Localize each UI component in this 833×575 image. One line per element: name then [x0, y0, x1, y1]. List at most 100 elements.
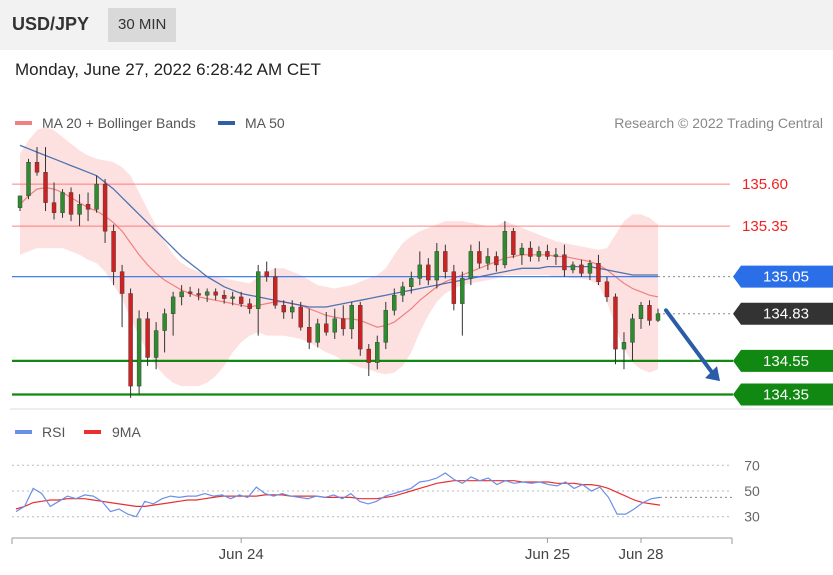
candle-body	[77, 204, 82, 215]
time-axis-label: Jun 25	[525, 546, 570, 563]
candle-body	[162, 313, 167, 331]
candle-body	[392, 295, 397, 311]
candle-body	[630, 318, 635, 343]
candle-body	[417, 264, 423, 279]
candle-body	[273, 276, 278, 306]
header-bar: USD/JPY 30 MIN	[0, 0, 833, 50]
candle-body	[196, 293, 201, 296]
candle-body	[519, 247, 525, 255]
rsi-tick-label: 70	[744, 457, 760, 473]
candle-body	[477, 251, 482, 264]
rsi-chart: 70 50 30	[12, 457, 760, 525]
candle-body	[579, 264, 584, 274]
candle-body	[238, 296, 244, 304]
rsi-tick-label: 50	[744, 483, 760, 499]
support-price-tag	[733, 349, 833, 372]
pivot-price-tag	[733, 265, 833, 288]
ma20-line	[19, 186, 659, 328]
candle-body	[621, 342, 627, 350]
candle-body	[341, 318, 346, 330]
candle-body	[383, 310, 388, 343]
candle-body	[349, 305, 354, 330]
copyright-text: Research © 2022 Trading Central	[614, 115, 823, 131]
candle-body	[536, 251, 542, 257]
candle-body	[528, 247, 533, 257]
timeframe-button[interactable]: 30 MIN	[108, 8, 177, 42]
candle-body	[247, 303, 252, 309]
candle-body	[213, 291, 218, 296]
bollinger-band-fill	[20, 126, 658, 387]
candle-body	[128, 293, 133, 387]
forecast-arrow-shaft	[664, 308, 716, 378]
time-axis-label: Jun 28	[618, 546, 663, 563]
candle-body	[136, 318, 142, 387]
time-axis: Jun 24 Jun 25 Jun 28	[219, 538, 664, 563]
candle-body	[366, 348, 371, 363]
candle-body	[562, 254, 567, 271]
current-price-label: 134.83	[763, 306, 809, 323]
rsi-legend-label: RSI	[42, 424, 65, 440]
candle-body	[255, 271, 261, 309]
rsi-tick-label: 30	[744, 509, 760, 525]
candle-body	[307, 326, 312, 343]
candle-body	[324, 323, 329, 333]
ma50-legend-label: MA 50	[245, 115, 285, 131]
candle-body	[26, 162, 31, 197]
ma20-legend-label: MA 20 + Bollinger Bands	[42, 115, 196, 131]
forecast-arrow-head	[705, 366, 720, 382]
candle-body	[443, 251, 448, 272]
candle-body	[332, 318, 337, 333]
candle-body	[434, 251, 440, 281]
candle-body	[426, 264, 431, 281]
candle-body	[315, 323, 320, 343]
candle-body	[298, 306, 303, 328]
support-price-label: 134.55	[763, 353, 809, 370]
candle-body	[60, 192, 65, 213]
candle-body	[204, 291, 210, 296]
candle-body	[485, 256, 491, 264]
candle-body	[17, 195, 23, 208]
rsi-ma-legend-label: 9MA	[112, 424, 141, 440]
candle-body	[553, 254, 559, 257]
candle-body	[187, 291, 193, 294]
candle-body	[596, 263, 601, 282]
ma50-line	[19, 144, 658, 308]
rsi-line	[15, 472, 661, 518]
candle-body	[604, 281, 610, 298]
ma50-legend-swatch	[218, 121, 235, 125]
candle-body	[409, 278, 414, 287]
candle-body	[34, 162, 40, 173]
candle-body	[358, 305, 363, 350]
candle-body	[400, 286, 405, 296]
candle-body	[281, 305, 286, 313]
candle-body	[375, 342, 380, 363]
rsi-ma-legend-swatch	[84, 430, 101, 434]
candle-body	[102, 183, 108, 232]
candle-body	[545, 251, 550, 257]
candle-body	[638, 305, 644, 319]
rsi-legend-swatch	[15, 430, 32, 434]
candle-body	[570, 264, 576, 271]
candle-body	[221, 295, 227, 299]
candle-body	[119, 271, 125, 294]
ma20-legend-swatch	[15, 121, 32, 125]
candle-body	[179, 291, 184, 298]
rsi-9ma-line	[15, 480, 661, 510]
candle-body	[94, 183, 99, 210]
candle-body	[460, 278, 465, 304]
candle-body	[587, 263, 593, 274]
chart-datetime: Monday, June 27, 2022 6:28:42 AM CET	[15, 60, 321, 79]
candle-body	[502, 231, 508, 266]
candle-body	[230, 296, 235, 299]
candle-body	[451, 271, 457, 304]
price-chart: 135.60 135.35 135.05 134.83 134.55 134.35	[10, 126, 833, 410]
pivot-price-label: 135.05	[763, 269, 809, 286]
candle-body	[468, 251, 474, 279]
candle-body	[655, 313, 661, 321]
current-price-tag	[733, 302, 833, 325]
candle-body	[111, 231, 116, 272]
support-price-label: 134.35	[763, 387, 809, 404]
candle-body	[511, 231, 516, 255]
candle-body	[51, 202, 57, 213]
